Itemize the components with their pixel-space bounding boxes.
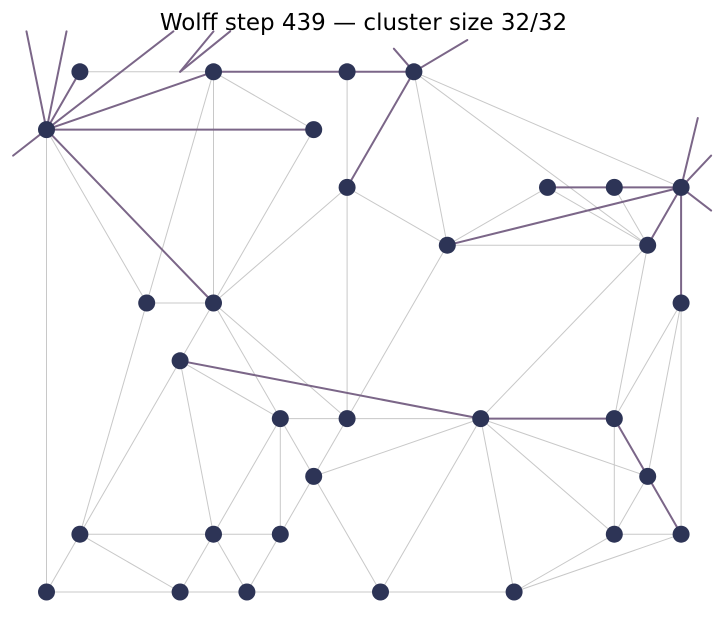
- lattice-edge: [513, 533, 682, 593]
- graph-node: [271, 410, 289, 428]
- lattice-edge: [613, 244, 649, 420]
- graph-node: [605, 178, 623, 196]
- cluster-edge-boundary: [45, 30, 68, 131]
- cluster-edge: [346, 70, 415, 189]
- graph-node: [171, 583, 189, 601]
- lattice-edge: [213, 71, 315, 131]
- graph-node: [205, 294, 222, 312]
- lattice-edge: [79, 533, 181, 593]
- graph-node: [672, 294, 690, 312]
- lattice-edge: [313, 418, 482, 477]
- graph-node: [38, 583, 55, 601]
- cluster-edge: [446, 186, 683, 247]
- lattice-edge: [480, 418, 649, 477]
- graph-node: [305, 121, 323, 139]
- cluster-edge-boundary: [25, 30, 48, 131]
- graph-node: [138, 294, 156, 312]
- graph-node: [305, 467, 323, 485]
- lattice-edge: [480, 418, 515, 593]
- graph-node: [472, 410, 490, 428]
- lattice-edge: [513, 533, 615, 593]
- cluster-edges-layer: [12, 30, 713, 536]
- lattice-edge: [346, 186, 448, 246]
- lattice-edge: [213, 129, 315, 304]
- graph-node: [639, 236, 657, 254]
- lattice-edge: [446, 186, 548, 246]
- graph-node: [238, 583, 256, 601]
- graph-node: [338, 178, 356, 196]
- lattice-edge: [547, 186, 649, 246]
- graph-node: [438, 236, 456, 254]
- lattice-edge: [179, 302, 214, 362]
- graph-node: [405, 63, 423, 81]
- lattice-edge: [213, 302, 348, 420]
- lattice-edge: [213, 533, 248, 593]
- graph-node: [38, 121, 55, 139]
- cluster-edge: [646, 475, 683, 536]
- lattice-edge: [413, 71, 448, 246]
- lattice-edge: [313, 475, 381, 593]
- lattice-edge: [46, 533, 81, 593]
- graph-node: [605, 525, 623, 543]
- cluster-edge-boundary: [179, 30, 215, 73]
- lattice-edge: [313, 418, 348, 477]
- graph-node: [171, 352, 189, 370]
- nodes-layer: [38, 63, 690, 601]
- lattice-edge: [613, 475, 649, 535]
- lattice-edge: [179, 533, 214, 593]
- cluster-edge-boundary: [412, 39, 469, 73]
- lattice-edge: [346, 244, 448, 420]
- graph-node: [639, 467, 657, 485]
- graph-node: [71, 63, 89, 81]
- graph-node: [338, 63, 356, 81]
- graph-node: [372, 583, 389, 601]
- lattice-edge: [179, 360, 281, 420]
- graph-node: [672, 178, 690, 196]
- lattice-edge: [179, 360, 214, 535]
- cluster-edge: [613, 417, 649, 478]
- lattice-edge: [279, 418, 315, 477]
- cluster-edge: [45, 70, 81, 131]
- graph-node: [205, 525, 222, 543]
- lattice-edge: [413, 71, 682, 188]
- cluster-edge: [646, 186, 683, 247]
- graph-node: [271, 525, 289, 543]
- graph-node: [539, 178, 556, 196]
- lattice-edge: [480, 418, 615, 535]
- lattice-edge: [79, 360, 181, 535]
- lattice-edge: [79, 302, 148, 535]
- lattice-edges-layer: [46, 71, 682, 593]
- lattice-edge: [213, 418, 281, 535]
- cluster-edge-boundary: [680, 117, 699, 189]
- lattice-edge: [213, 302, 281, 420]
- graph-node: [672, 525, 690, 543]
- lattice-edge: [647, 302, 682, 477]
- graph-node: [338, 410, 356, 428]
- lattice-edge: [380, 418, 482, 593]
- graph-node: [505, 583, 523, 601]
- cluster-edge: [45, 128, 215, 304]
- cluster-edge-boundary: [45, 30, 175, 131]
- lattice-edge: [413, 71, 649, 246]
- lattice-edge: [613, 186, 649, 246]
- cluster-edge: [179, 359, 482, 420]
- graph-node: [605, 410, 623, 428]
- lattice-edge: [146, 71, 214, 304]
- chart-title: Wolff step 439 — cluster size 32/32: [159, 10, 568, 36]
- graph-node: [71, 525, 89, 543]
- cluster-edge: [45, 70, 215, 131]
- lattice-edge: [613, 302, 682, 420]
- graph-node: [205, 63, 222, 81]
- lattice-edge: [46, 129, 148, 304]
- cluster-edge-boundary: [179, 30, 232, 73]
- lattice-edge: [213, 186, 348, 304]
- lattice-edge: [480, 244, 649, 420]
